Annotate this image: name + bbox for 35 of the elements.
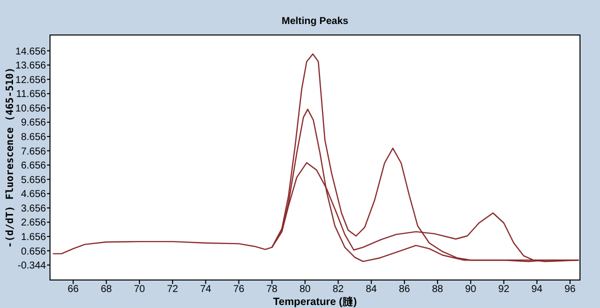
chart-title: Melting Peaks — [282, 16, 349, 27]
x-tick-label: 94 — [531, 284, 543, 295]
y-tick-label: -0.344 — [18, 260, 46, 272]
y-tick-label: 7.656 — [20, 146, 46, 158]
y-tick-label: 14.656 — [15, 46, 46, 58]
x-tick-label: 70 — [134, 284, 146, 295]
y-tick-label: 2.656 — [20, 218, 46, 229]
y-tick-label: 3.656 — [20, 203, 46, 214]
x-tick-label: 76 — [233, 284, 245, 295]
x-tick-label: 86 — [398, 284, 410, 295]
y-axis-title: -(d/dT) Fluorescence (465-510) — [5, 67, 16, 248]
y-tick-label: 11.656 — [16, 89, 46, 100]
x-tick-label: 88 — [432, 284, 444, 295]
x-axis-title: Temperature (膖) — [273, 295, 357, 308]
x-tick-label: 90 — [465, 284, 477, 295]
y-tick-label: 6.656 — [20, 160, 46, 172]
y-tick-label: 13.656 — [15, 60, 46, 72]
x-tick-label: 82 — [332, 284, 344, 295]
x-tick-label: 68 — [100, 284, 112, 295]
x-tick-label: 92 — [498, 284, 510, 295]
x-tick-label: 84 — [366, 284, 378, 295]
y-tick-label: 12.656 — [15, 74, 46, 86]
y-tick-label: 5.656 — [20, 174, 46, 186]
y-tick-label: 4.656 — [20, 189, 46, 200]
x-tick-label: 74 — [200, 284, 212, 295]
y-tick-label: 9.656 — [20, 118, 46, 129]
y-tick-label: 0.656 — [20, 246, 46, 258]
x-tick-label: 72 — [167, 284, 179, 295]
y-tick-label: 10.656 — [15, 103, 46, 114]
x-tick-label: 80 — [300, 284, 312, 295]
y-tick-label: 8.656 — [20, 132, 46, 143]
y-tick-label: 1.656 — [20, 232, 46, 243]
x-tick-label: 66 — [68, 284, 80, 295]
x-tick-label: 78 — [266, 284, 278, 295]
x-tick-label: 96 — [564, 284, 576, 295]
